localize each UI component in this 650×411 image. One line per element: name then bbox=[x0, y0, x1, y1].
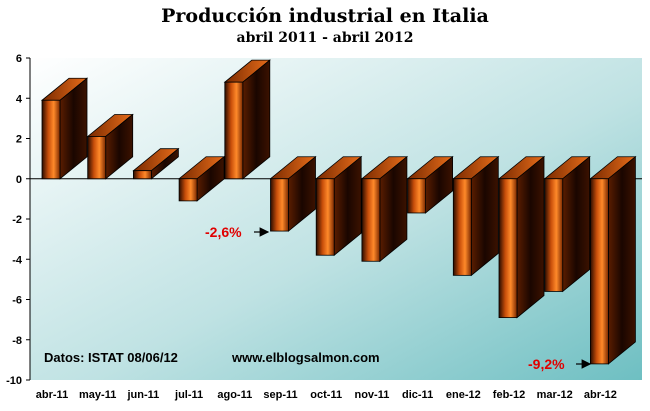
y-tick-label: 2 bbox=[16, 134, 22, 146]
bar-front-face bbox=[224, 81, 244, 180]
website-note: www.elblogsalmon.com bbox=[231, 350, 380, 365]
x-tick-label: feb-12 bbox=[493, 389, 525, 401]
y-tick-label: -10 bbox=[6, 375, 22, 387]
bar-front-face bbox=[315, 178, 335, 256]
y-tick-label: -8 bbox=[12, 335, 22, 347]
bar-front-face bbox=[498, 178, 518, 319]
chart-subtitle: abril 2011 - abril 2012 bbox=[237, 30, 414, 46]
bar bbox=[543, 155, 591, 293]
x-tick-label: nov-11 bbox=[354, 389, 389, 401]
y-tick-label: -6 bbox=[12, 295, 22, 307]
y-tick-label: 0 bbox=[16, 174, 22, 186]
y-tick-label: 4 bbox=[16, 93, 23, 105]
x-axis-ticks: abr-11 may-11 jun-11 jul-11 ago-11 sep-11 oct-… bbox=[36, 389, 617, 401]
bar bbox=[269, 155, 317, 232]
bar-side-face bbox=[562, 155, 591, 293]
bar bbox=[86, 113, 134, 180]
x-tick-label: jun-11 bbox=[127, 389, 160, 401]
bars bbox=[40, 59, 637, 365]
bar bbox=[315, 155, 363, 257]
bar-side-face bbox=[516, 155, 545, 319]
y-axis-ticks: -10 -8 -6 -4 -2 0 2 4 6 bbox=[6, 53, 30, 387]
callout-abr-12: -9,2% bbox=[528, 356, 565, 372]
source-note: Datos: ISTAT 08/06/12 bbox=[44, 350, 178, 365]
x-tick-label: ene-12 bbox=[446, 389, 481, 401]
x-tick-label: dic-11 bbox=[402, 389, 433, 401]
x-tick-label: mar-12 bbox=[537, 389, 573, 401]
x-tick-label: jul-11 bbox=[174, 389, 203, 401]
bar bbox=[406, 155, 454, 214]
bar-front-face bbox=[361, 178, 381, 262]
bar-front-face bbox=[590, 178, 609, 365]
bar-front-face bbox=[270, 178, 289, 232]
bar-front-face bbox=[132, 170, 152, 180]
bar-front-face bbox=[452, 178, 472, 276]
x-tick-label: oct-11 bbox=[310, 389, 342, 401]
bar-front-face bbox=[407, 178, 427, 214]
bar bbox=[132, 147, 180, 180]
bar bbox=[452, 155, 500, 277]
y-tick-label: -2 bbox=[12, 214, 22, 226]
bar bbox=[223, 59, 271, 180]
bar bbox=[589, 155, 637, 365]
bar bbox=[40, 77, 89, 180]
x-tick-label: abr-12 bbox=[584, 389, 617, 401]
x-tick-label: may-11 bbox=[79, 389, 116, 401]
callout-sep-11: -2,6% bbox=[205, 224, 242, 240]
bar-side-face bbox=[608, 155, 636, 365]
x-tick-label: abr-11 bbox=[36, 389, 68, 401]
chart-title: Producción industrial en Italia bbox=[161, 5, 489, 27]
x-tick-label: sep-11 bbox=[263, 389, 297, 401]
bar-front-face bbox=[544, 178, 564, 292]
bar bbox=[497, 155, 546, 319]
y-tick-label: -4 bbox=[12, 254, 23, 266]
bar-front-face bbox=[41, 99, 61, 180]
bar bbox=[360, 155, 409, 263]
bar-front-face bbox=[87, 136, 107, 180]
bar bbox=[177, 155, 226, 202]
y-tick-label: 6 bbox=[16, 53, 22, 65]
bar-front-face bbox=[178, 178, 198, 202]
x-tick-label: ago-11 bbox=[217, 389, 252, 401]
